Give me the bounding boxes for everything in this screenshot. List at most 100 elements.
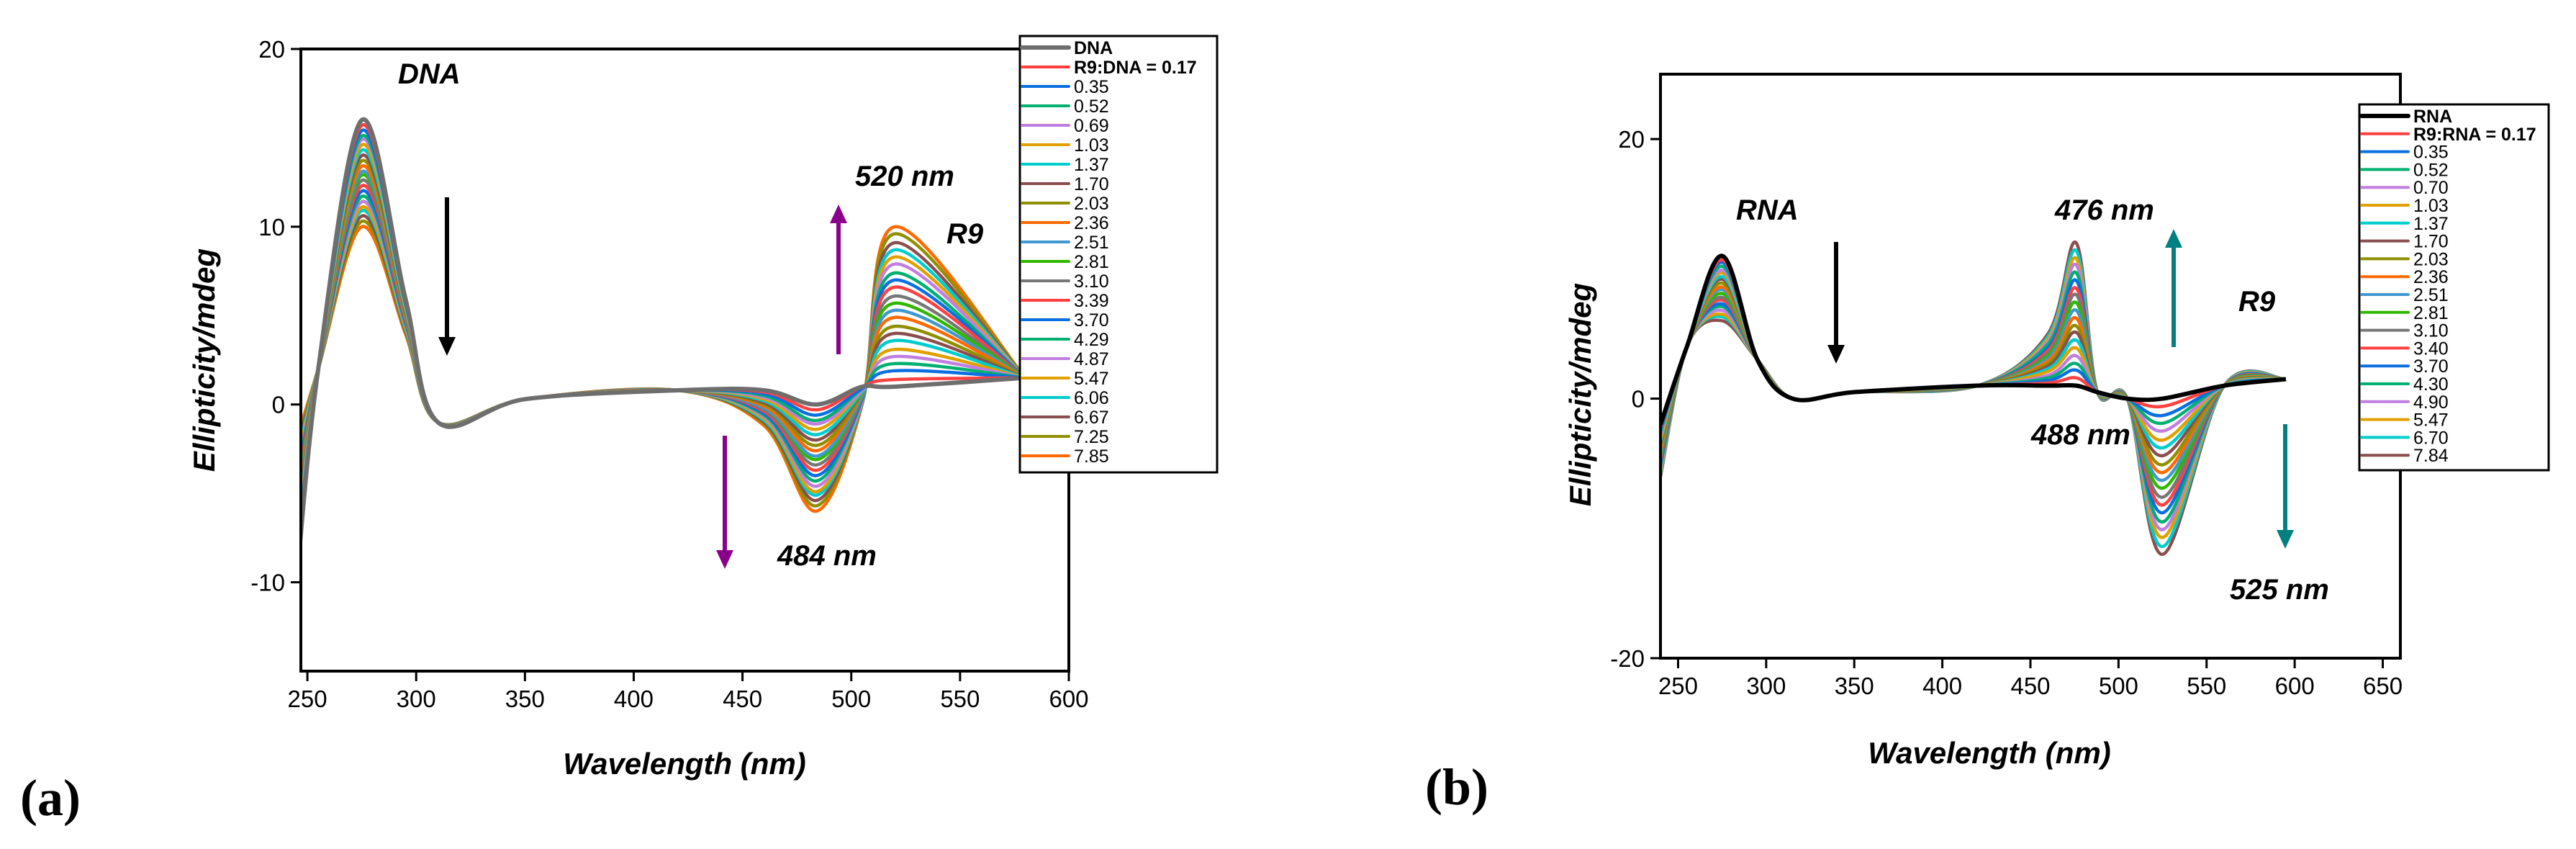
- legend-label: R9:DNA = 0.17: [1074, 58, 1197, 78]
- x-tick-label: 450: [2010, 673, 2050, 699]
- legend-label: 1.70: [1074, 174, 1109, 194]
- x-tick-label: 300: [1746, 673, 1786, 699]
- x-tick-label: 600: [2275, 673, 2315, 699]
- legend-label: 4.87: [1074, 349, 1109, 369]
- y-tick-label: -10: [250, 570, 285, 596]
- legend-label: R9:RNA = 0.17: [2413, 125, 2536, 145]
- legend-box: [2358, 103, 2550, 472]
- legend-label: 3.40: [2413, 338, 2449, 359]
- x-tick-label: 400: [1922, 673, 1962, 699]
- legend-label: 5.47: [2413, 410, 2449, 431]
- legend-label: 3.70: [2413, 356, 2449, 377]
- legend-label: 3.39: [1074, 291, 1109, 311]
- annotation-r9-b: R9: [2238, 286, 2276, 318]
- series-7.85: [301, 225, 1027, 513]
- y-tick-label: 20: [1618, 126, 1645, 153]
- x-tick-label: 250: [288, 686, 327, 712]
- x-tick-label: 450: [723, 686, 762, 712]
- panel-a-y-axis-title: Ellipticity/mdeg: [187, 248, 221, 472]
- series-0.69: [301, 137, 1026, 530]
- y-tick-label: 20: [258, 36, 285, 63]
- legend-label: 0.35: [2413, 143, 2449, 163]
- legend-label: 6.06: [1074, 388, 1109, 408]
- panel-label-b: (b): [1425, 758, 1488, 816]
- series-4.30: [1660, 270, 2287, 524]
- series-1.37: [301, 148, 1026, 518]
- legend-label: 2.36: [1074, 213, 1109, 233]
- legend-label: 1.37: [1074, 155, 1109, 175]
- x-tick-label: 350: [1835, 673, 1874, 699]
- series-2.03: [301, 158, 1026, 508]
- legend-label: 2.03: [2413, 249, 2449, 269]
- legend-label: 0.52: [2413, 160, 2449, 180]
- legend-label: 2.81: [1074, 252, 1109, 272]
- legend-label: 7.25: [1074, 427, 1109, 447]
- legend-label: 0.52: [1074, 96, 1109, 117]
- x-tick-label: 250: [1658, 673, 1698, 699]
- legend-label: 7.85: [1074, 446, 1109, 467]
- legend-label: 4.90: [2413, 392, 2449, 413]
- panel-label-a: (a): [20, 769, 81, 827]
- legend-label: 2.81: [2413, 303, 2449, 323]
- x-tick-label: 650: [2363, 673, 2403, 699]
- arrow-up-icon: [830, 205, 847, 354]
- y-tick-label: 10: [258, 214, 285, 241]
- legend-label: 7.84: [2413, 446, 2449, 466]
- annotation-r9-a: R9: [946, 218, 984, 250]
- annotation-rna: RNA: [1736, 194, 1799, 226]
- legend-label: 0.35: [1074, 77, 1109, 97]
- y-tick-label: -20: [1610, 645, 1645, 672]
- x-tick-label: 400: [614, 686, 654, 712]
- panel-a-x-axis-title: Wavelength (nm): [563, 747, 806, 781]
- panel-a-ticks: 250 300 350 400 450 500 550 600 -10 0 10 20: [250, 36, 1088, 712]
- series-1.37: [1660, 274, 2287, 450]
- legend-label: 2.03: [1074, 194, 1109, 214]
- legend-label: 2.51: [2413, 285, 2449, 305]
- legend-label: 6.70: [2413, 428, 2449, 448]
- series-5.47: [301, 205, 1027, 493]
- legend-label: 2.36: [2413, 267, 2449, 287]
- series-RNA: [1660, 253, 2287, 426]
- arrow-down-icon: [1827, 242, 1845, 364]
- arrow-down-icon: [716, 436, 733, 569]
- panel-b-ticks: 250 300 350 400 450 500 550 600 650 -20 0 20: [1610, 126, 2403, 699]
- series-3.10: [301, 178, 1026, 483]
- legend-label: 5.47: [1074, 369, 1109, 389]
- annotation-476nm: 476 nm: [2054, 194, 2154, 226]
- panel-b-chart: 250 300 350 400 450 500 550 600 650 -20 0 20 Wavele…: [1563, 73, 2550, 770]
- legend-label: DNA: [1074, 38, 1113, 58]
- legend-label: 0.70: [2413, 178, 2449, 198]
- series-1.70: [301, 153, 1026, 512]
- legend-label: 0.69: [1074, 116, 1109, 136]
- legend-label: 3.10: [2413, 321, 2449, 341]
- legend-label: 1.03: [1074, 135, 1109, 156]
- series-0.52: [301, 133, 1026, 536]
- panel-b-x-axis-title: Wavelength (nm): [1868, 736, 2111, 770]
- annotation-525nm: 525 nm: [2230, 574, 2329, 606]
- legend-label: 6.67: [1074, 408, 1109, 428]
- x-tick-label: 550: [2187, 673, 2226, 699]
- annotation-488nm: 488 nm: [2030, 419, 2130, 451]
- arrow-up-icon: [2165, 229, 2182, 347]
- legend-label: 4.29: [1074, 330, 1109, 350]
- x-tick-label: 300: [397, 686, 436, 712]
- x-tick-label: 500: [2099, 673, 2138, 699]
- legend-label: 3.10: [1074, 271, 1109, 292]
- trend-arrows: [438, 197, 2294, 569]
- x-tick-label: 350: [505, 686, 545, 712]
- panel-a-curves: [301, 117, 1027, 559]
- y-tick-label: 0: [272, 392, 285, 418]
- series-3.70: [1660, 278, 2287, 515]
- series-DNA: [301, 117, 1026, 559]
- panel-b-y-axis-title: Ellipticity/mdeg: [1563, 283, 1597, 506]
- x-tick-label: 550: [940, 686, 980, 712]
- legend-box: [1018, 35, 1219, 474]
- legend-label: 1.03: [2413, 196, 2449, 216]
- panel-b-curves: [1660, 240, 2287, 557]
- x-tick-label: 600: [1049, 686, 1088, 712]
- annotation-484nm: 484 nm: [777, 540, 877, 572]
- arrow-down-icon: [2277, 424, 2294, 549]
- legend-label: 3.70: [1074, 310, 1109, 331]
